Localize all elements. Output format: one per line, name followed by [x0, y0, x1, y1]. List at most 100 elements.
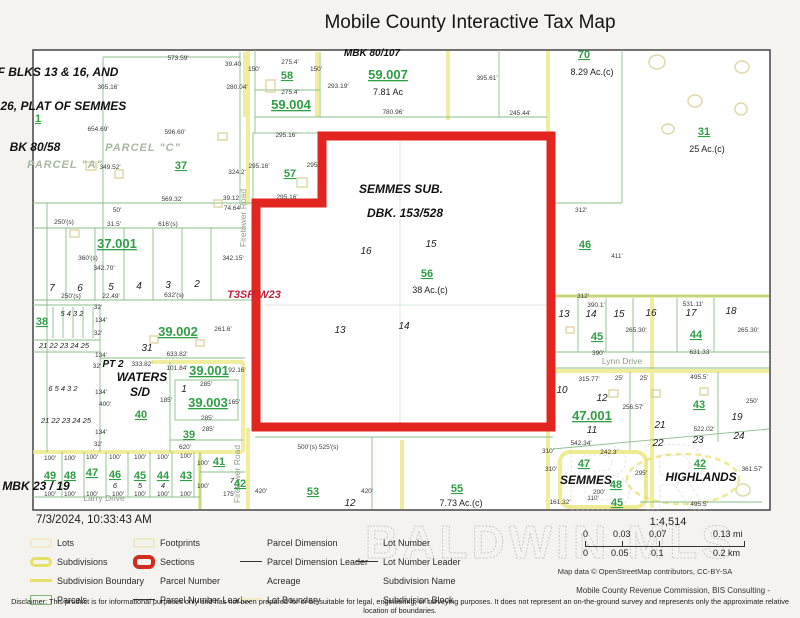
- map-label: 25': [615, 375, 623, 382]
- map-label: MBK 23 / 19: [2, 479, 70, 493]
- map-label: 150': [248, 66, 260, 73]
- map-label: 14: [398, 321, 410, 332]
- map-label: 295': [635, 470, 647, 477]
- section-outline: [251, 131, 556, 432]
- map-label: 420': [361, 488, 373, 495]
- map-label: 100': [86, 454, 98, 461]
- map-label: 312': [577, 293, 589, 300]
- map-label: 22.49': [102, 293, 120, 300]
- map-label: 13: [558, 309, 570, 320]
- map-label: 13: [334, 325, 346, 336]
- map-label: 5 4 3 2: [61, 309, 85, 318]
- map-label: Larry Drive: [83, 493, 125, 503]
- map-label: 632'(s): [164, 292, 184, 299]
- scalebar: 1:4,514 0 0.03 0.07 0.13 mi 0 0.05 0.1 0.2 km: [583, 516, 753, 559]
- map-label: 285': [200, 381, 212, 388]
- map-label: 100': [134, 491, 146, 498]
- map-label: PT 2: [102, 359, 124, 370]
- map-label: PARCEL "A": [27, 159, 103, 171]
- disclaimer-text: Disclaimer: This product is for informat…: [11, 597, 789, 615]
- map-label: 7: [230, 476, 235, 485]
- map-label: 5: [138, 481, 143, 490]
- map-label: 185': [160, 397, 172, 404]
- map-label: 32': [94, 304, 102, 311]
- map-label: 1: [35, 113, 41, 125]
- map-label: 275.4': [281, 89, 299, 96]
- map-label: 134': [95, 389, 107, 396]
- map-label: 57: [284, 168, 296, 180]
- map-label: 45: [134, 470, 146, 482]
- map-label: SEMMES SUB.: [359, 182, 443, 196]
- map-label: 100': [44, 491, 56, 498]
- map-label: 596.60': [164, 129, 185, 136]
- map-label: MBK 80/107: [344, 48, 401, 59]
- map-label: 361.57': [741, 466, 762, 473]
- map-label: 275.4': [281, 59, 299, 66]
- map-label: 315.77': [578, 376, 599, 383]
- map-label: 400': [99, 401, 111, 408]
- map-label: 4: [161, 481, 165, 490]
- map-label: 100': [86, 491, 98, 498]
- map-label: 39.002: [158, 324, 198, 339]
- map-label: 245.44': [509, 110, 530, 117]
- scale-ratio: 1:4,514: [649, 516, 687, 528]
- map-label: 310': [545, 466, 557, 473]
- map-label: 261.6': [214, 326, 232, 333]
- map-label: 39.12: [223, 195, 240, 202]
- map-frame: [32, 49, 771, 511]
- map-label: 59.004: [271, 97, 312, 112]
- map-label: DBK. 153/528: [367, 206, 443, 220]
- map-label: 45: [591, 331, 603, 343]
- scale-tick-label: 0: [583, 548, 589, 558]
- map-label: 58: [281, 70, 293, 82]
- map-label: 631.33': [689, 349, 710, 356]
- map-label: ESUB OF BLKS 13 & 16, AND: [0, 65, 119, 79]
- map-label: WATERS: [117, 370, 167, 384]
- map-label: 342.70': [93, 265, 114, 272]
- map-label: 39.40: [225, 61, 242, 68]
- map-label: 7: [49, 283, 55, 294]
- map-label: 23: [691, 435, 704, 446]
- map-label: 100': [180, 491, 192, 498]
- map-label: 16: [360, 246, 372, 257]
- map-label: 3: [165, 280, 171, 291]
- map-label: 56: [421, 268, 433, 280]
- map-label: 4: [136, 281, 142, 292]
- map-label: 38: [36, 316, 48, 328]
- map-label: 42: [234, 478, 246, 490]
- map-label: 312': [575, 207, 587, 214]
- map-label: 100': [180, 453, 192, 460]
- map-label: Lynn Drive: [602, 356, 643, 366]
- map-label: 100': [109, 454, 121, 461]
- map-label: 293.19': [327, 83, 348, 90]
- map-label: 6: [77, 283, 83, 294]
- map-label: 250': [746, 398, 758, 405]
- map-label: 32': [94, 330, 102, 337]
- map-label: 265.30': [737, 327, 758, 334]
- map-label: 46: [579, 239, 591, 251]
- map-label: 38 Ac.(c): [412, 285, 448, 295]
- map-label: 31.5': [107, 221, 121, 228]
- map-label: 616'(s): [158, 221, 178, 228]
- map-label: 285': [201, 415, 213, 422]
- map-label: 531.11': [683, 301, 704, 308]
- map-label: 39.003: [188, 395, 228, 410]
- map-label: 333.82': [131, 361, 152, 368]
- map-label: 100': [157, 454, 169, 461]
- map-label: 18: [725, 306, 737, 317]
- map-label: 39.001: [189, 363, 229, 378]
- map-label: 47: [86, 467, 98, 479]
- map-label: 569.32': [161, 196, 182, 203]
- map-label: 43: [180, 470, 192, 482]
- map-label: 280.04': [226, 84, 247, 91]
- map-label: 150': [310, 66, 322, 73]
- map-label: 411': [611, 253, 623, 260]
- map-label: 31: [141, 343, 152, 354]
- scale-km-row: 0 0.05 0.1 0.2 km: [583, 548, 753, 559]
- map-label: 100': [64, 491, 76, 498]
- footprint-shapes: [69, 54, 751, 497]
- map-label: 100': [157, 491, 169, 498]
- map-label: 100': [134, 454, 146, 461]
- map-label: 7.73 Ac.(c): [439, 498, 482, 508]
